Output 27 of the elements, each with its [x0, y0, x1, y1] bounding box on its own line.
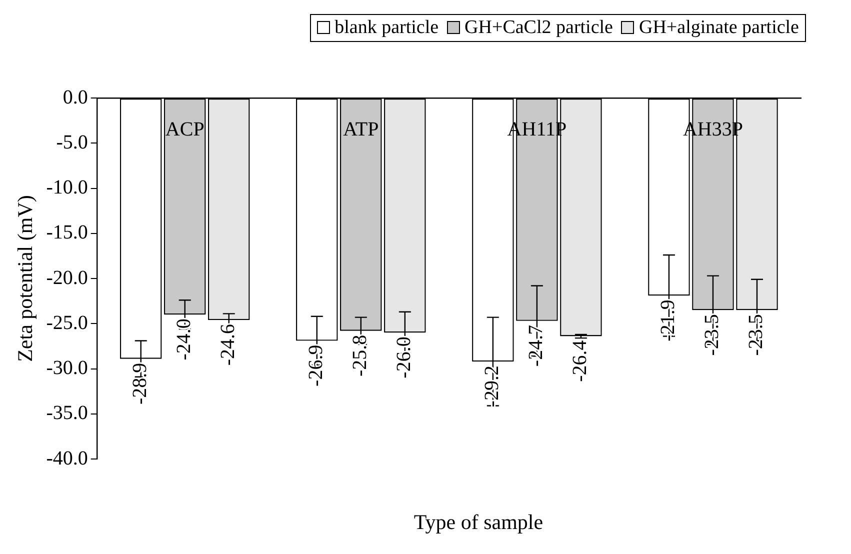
data-label: -26.4 — [569, 340, 592, 382]
data-label: -24.7 — [525, 324, 548, 367]
x-axis-title: Type of sample — [412, 510, 544, 535]
y-tick-label: -5.0 — [56, 131, 88, 154]
data-label: -29.2 — [481, 366, 504, 408]
y-tick-label: -35.0 — [46, 402, 88, 424]
data-label: -23.5 — [745, 314, 768, 356]
legend-label: GH+CaCl2 particle — [464, 17, 613, 38]
y-tick-label: -25.0 — [46, 312, 88, 334]
y-axis-title: Zeta potential (mV) — [13, 195, 38, 362]
legend-label: blank particle — [334, 17, 439, 38]
x-tick-label: ATP — [343, 118, 379, 140]
data-label: -24.6 — [217, 324, 240, 366]
y-tick-label: -40.0 — [46, 447, 88, 470]
x-tick-label: ACP — [165, 118, 204, 140]
data-label: -28.9 — [129, 362, 152, 404]
y-tick-label: 0.0 — [62, 86, 88, 108]
y-tick-label: -15.0 — [46, 222, 88, 244]
data-label: -26.9 — [305, 344, 328, 386]
y-tick-label: -10.0 — [46, 176, 88, 198]
legend-label: GH+alginate particle — [638, 17, 799, 38]
y-tick-label: -30.0 — [46, 357, 88, 379]
y-tick-label: -20.0 — [46, 266, 88, 289]
data-label: -21.9 — [657, 300, 680, 342]
data-label: -24.0 — [173, 318, 196, 360]
data-label: -25.8 — [349, 334, 372, 377]
data-label: -23.5 — [701, 314, 724, 356]
